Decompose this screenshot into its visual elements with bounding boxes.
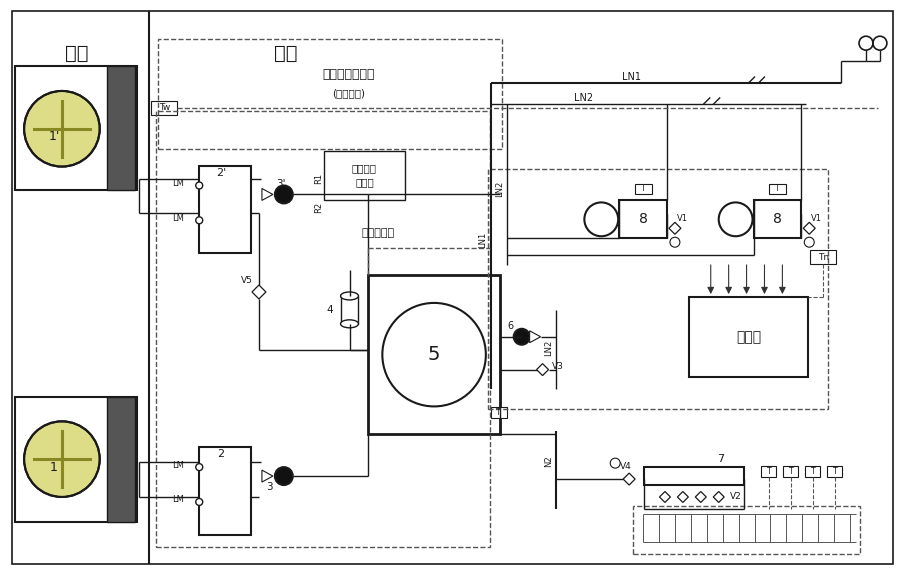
Text: V4: V4: [620, 462, 632, 470]
Bar: [619, 201, 667, 238]
Text: 8: 8: [773, 213, 782, 226]
Text: LN1: LN1: [622, 72, 641, 82]
Text: 室内: 室内: [274, 44, 298, 62]
Circle shape: [275, 467, 293, 485]
Bar: [15, 66, 137, 190]
Text: 8: 8: [639, 213, 647, 226]
Text: 室外: 室外: [65, 44, 89, 62]
Polygon shape: [537, 364, 548, 375]
Bar: [158, 39, 501, 148]
Text: N2: N2: [544, 456, 553, 467]
Polygon shape: [804, 222, 815, 234]
Polygon shape: [624, 473, 635, 485]
Text: 控制器: 控制器: [736, 329, 761, 344]
Circle shape: [195, 499, 203, 505]
Polygon shape: [529, 331, 540, 343]
Text: T: T: [767, 466, 772, 476]
Bar: [340, 296, 358, 324]
Text: LM: LM: [173, 214, 185, 223]
Bar: [805, 466, 820, 477]
Circle shape: [195, 217, 203, 224]
Circle shape: [275, 186, 293, 203]
Text: (间接加热): (间接加热): [332, 88, 365, 98]
Ellipse shape: [340, 292, 358, 300]
Text: 4: 4: [326, 305, 332, 315]
Text: T: T: [641, 184, 645, 193]
Bar: [157, 111, 490, 547]
Text: 3': 3': [276, 179, 285, 189]
Bar: [644, 467, 744, 485]
Bar: [324, 151, 405, 201]
Text: 1: 1: [50, 461, 58, 474]
Text: 3: 3: [266, 482, 273, 492]
Bar: [107, 398, 135, 522]
Polygon shape: [660, 492, 671, 503]
Ellipse shape: [340, 320, 358, 328]
Bar: [368, 275, 500, 434]
Circle shape: [24, 91, 100, 167]
Text: V2: V2: [729, 492, 741, 501]
Bar: [199, 166, 251, 253]
Text: LM: LM: [173, 496, 185, 504]
Text: 自来水补水: 自来水补水: [362, 228, 395, 238]
Polygon shape: [678, 492, 689, 503]
Text: LN2: LN2: [574, 93, 593, 103]
Text: T: T: [833, 466, 837, 476]
Circle shape: [24, 421, 100, 497]
Text: Tw: Tw: [158, 103, 170, 112]
Text: V3: V3: [551, 362, 564, 371]
Polygon shape: [262, 470, 273, 482]
Text: 6: 6: [508, 321, 514, 331]
Text: LM: LM: [173, 179, 185, 188]
Bar: [769, 183, 786, 194]
Text: T: T: [497, 408, 501, 417]
Text: R1: R1: [314, 173, 323, 184]
Text: 2: 2: [217, 449, 224, 459]
Bar: [107, 66, 135, 190]
Text: Tn: Tn: [817, 253, 829, 262]
Text: T: T: [811, 466, 815, 476]
Bar: [488, 168, 828, 409]
Polygon shape: [695, 492, 706, 503]
Text: LN2: LN2: [495, 180, 504, 197]
Text: V1: V1: [811, 214, 823, 223]
Circle shape: [514, 329, 529, 345]
Text: 接生活热水水笱: 接生活热水水笱: [322, 68, 375, 81]
Bar: [491, 407, 507, 418]
Text: LN1: LN1: [479, 232, 488, 248]
Text: 控制器: 控制器: [355, 178, 374, 187]
Text: 1': 1': [48, 130, 60, 143]
Bar: [107, 66, 135, 190]
Polygon shape: [252, 285, 266, 299]
Text: T: T: [775, 184, 780, 193]
Circle shape: [195, 464, 203, 470]
Text: LN2: LN2: [544, 340, 553, 356]
Bar: [754, 201, 801, 238]
Bar: [784, 466, 798, 477]
Bar: [635, 183, 652, 194]
Bar: [827, 466, 842, 477]
Bar: [15, 398, 137, 522]
Text: V5: V5: [241, 276, 252, 285]
Bar: [761, 466, 776, 477]
Bar: [810, 250, 836, 264]
Circle shape: [195, 182, 203, 189]
Bar: [199, 447, 251, 535]
Polygon shape: [669, 222, 681, 234]
Text: LM: LM: [173, 461, 185, 470]
Text: 5: 5: [428, 345, 441, 364]
Bar: [107, 398, 135, 522]
Bar: [689, 297, 808, 376]
Polygon shape: [713, 492, 724, 503]
Polygon shape: [262, 189, 273, 201]
Text: R2: R2: [314, 202, 323, 213]
Bar: [151, 101, 177, 115]
Text: 7: 7: [717, 454, 724, 464]
Text: 2': 2': [216, 167, 226, 178]
Text: T: T: [789, 466, 794, 476]
Text: V1: V1: [677, 214, 688, 223]
Bar: [634, 506, 860, 554]
Text: 生活热水: 生活热水: [352, 163, 376, 174]
